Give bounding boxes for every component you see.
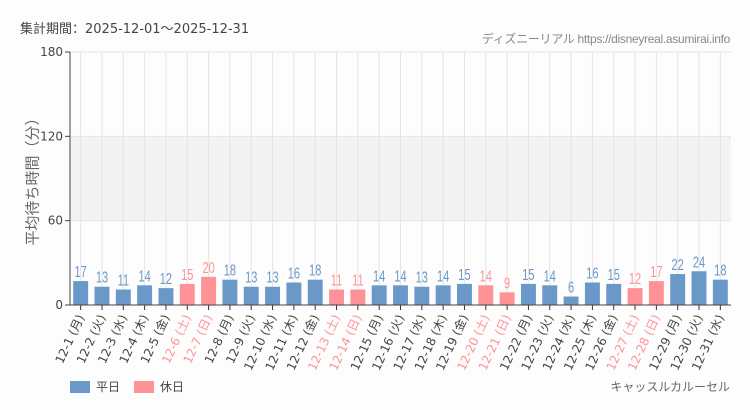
bar-value-label: 13 xyxy=(96,269,108,286)
weekday-swatch xyxy=(70,380,90,393)
bar-value-label: 12 xyxy=(629,270,641,287)
bar xyxy=(393,285,408,305)
bar xyxy=(627,288,643,305)
y-tick-label: 180 xyxy=(40,45,63,59)
legend-item-holiday: 休日 xyxy=(134,378,184,395)
attraction-name: キャッスルカルーセル xyxy=(610,380,730,394)
bar-value-label: 14 xyxy=(437,267,450,284)
bar xyxy=(158,288,174,305)
bar xyxy=(329,289,344,305)
bar xyxy=(478,285,494,305)
bar-value-label: 15 xyxy=(181,266,193,283)
bar xyxy=(648,281,664,305)
bar-value-label: 6 xyxy=(568,279,574,296)
bar xyxy=(286,282,302,305)
bar-value-label: 17 xyxy=(650,263,662,280)
bar-value-label: 15 xyxy=(522,266,534,283)
y-tick-label: 120 xyxy=(40,129,63,143)
bar xyxy=(563,296,579,305)
bar xyxy=(584,282,600,305)
bar xyxy=(371,285,387,305)
bar xyxy=(691,271,707,305)
y-tick-label: 0 xyxy=(55,298,63,312)
bar-value-label: 16 xyxy=(586,265,598,282)
legend-holiday-label: 休日 xyxy=(160,380,185,394)
bar xyxy=(435,285,451,305)
bar xyxy=(115,289,131,305)
bar xyxy=(350,289,366,305)
bar-value-label: 14 xyxy=(480,267,493,284)
bar xyxy=(222,279,238,305)
bar xyxy=(94,286,110,305)
bar xyxy=(265,286,281,305)
bar-value-label: 14 xyxy=(373,267,386,284)
bar-value-label: 24 xyxy=(693,253,706,270)
bar-value-label: 15 xyxy=(608,266,620,283)
bar-value-label: 11 xyxy=(118,272,129,289)
bar-value-label: 13 xyxy=(245,269,257,286)
bar-value-label: 12 xyxy=(160,270,172,287)
bar xyxy=(73,281,89,305)
legend: 平日 休日 xyxy=(70,378,198,395)
bar-value-label: 15 xyxy=(458,266,470,283)
bar-value-label: 14 xyxy=(394,267,407,284)
bar xyxy=(712,279,728,305)
bar xyxy=(243,286,259,305)
bar-value-label: 9 xyxy=(504,275,510,292)
bar-value-label: 18 xyxy=(309,262,321,279)
bar-value-label: 22 xyxy=(672,256,684,273)
bar-value-label: 18 xyxy=(714,262,726,279)
bar-value-label: 11 xyxy=(352,272,363,289)
bar xyxy=(457,283,472,305)
bar xyxy=(307,279,323,305)
bar-value-label: 14 xyxy=(138,267,151,284)
holiday-swatch xyxy=(134,380,155,393)
period-label: 集計期間：2025-12-01〜2025-12-31 xyxy=(20,22,250,37)
y-tick-label: 60 xyxy=(48,214,63,228)
bar xyxy=(542,285,558,305)
bar-value-label: 16 xyxy=(288,265,300,282)
bar xyxy=(201,276,217,305)
bar-value-label: 13 xyxy=(416,269,428,286)
bar xyxy=(179,283,195,305)
bar-value-label: 11 xyxy=(331,272,342,289)
bar-value-label: 20 xyxy=(202,259,214,276)
bar xyxy=(414,286,430,305)
bar xyxy=(670,274,686,305)
site-credit: ディズニーリアル https://disneyreal.asumirai.inf… xyxy=(481,32,730,46)
bar-value-label: 17 xyxy=(75,263,87,280)
bar xyxy=(520,283,536,305)
bar-value-label: 18 xyxy=(224,262,236,279)
legend-item-weekday: 平日 xyxy=(70,378,120,395)
bar-value-label: 14 xyxy=(544,267,557,284)
bar xyxy=(499,292,515,305)
bar xyxy=(137,285,153,305)
legend-weekday-label: 平日 xyxy=(96,380,121,394)
bar-value-label: 13 xyxy=(266,269,278,286)
bar xyxy=(606,283,622,305)
